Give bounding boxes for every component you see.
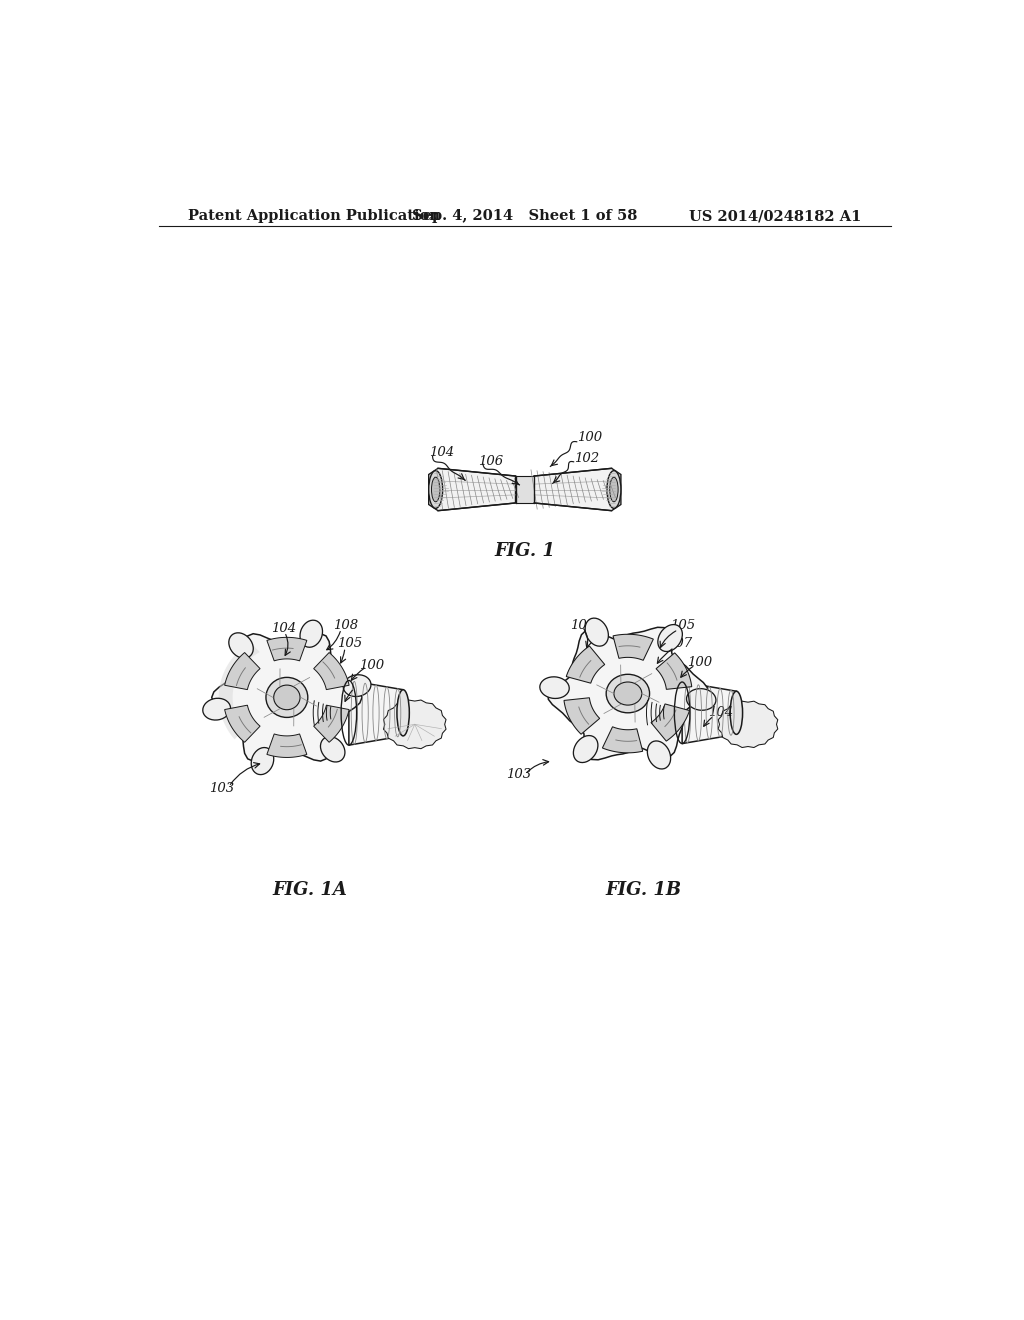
Text: 106: 106: [478, 454, 504, 467]
Text: 105: 105: [671, 619, 695, 632]
Polygon shape: [349, 681, 403, 744]
Polygon shape: [313, 705, 349, 742]
Polygon shape: [267, 734, 307, 758]
Ellipse shape: [429, 471, 442, 508]
Ellipse shape: [431, 478, 440, 502]
Ellipse shape: [609, 478, 618, 502]
Text: 103: 103: [209, 781, 234, 795]
Ellipse shape: [614, 682, 642, 705]
Text: US 2014/0248182 A1: US 2014/0248182 A1: [689, 209, 861, 223]
Text: Sep. 4, 2014   Sheet 1 of 58: Sep. 4, 2014 Sheet 1 of 58: [412, 209, 638, 223]
Ellipse shape: [203, 698, 230, 719]
Text: 105: 105: [337, 638, 362, 649]
Ellipse shape: [251, 747, 273, 775]
Polygon shape: [219, 643, 260, 739]
Ellipse shape: [647, 741, 671, 770]
Text: 102: 102: [573, 453, 599, 465]
Polygon shape: [429, 469, 515, 511]
Polygon shape: [383, 700, 446, 748]
Polygon shape: [682, 682, 736, 743]
Text: 107: 107: [667, 638, 692, 649]
Text: 102: 102: [569, 619, 595, 632]
Polygon shape: [566, 645, 605, 684]
Ellipse shape: [343, 675, 371, 697]
Ellipse shape: [397, 689, 410, 737]
Ellipse shape: [657, 624, 682, 652]
Polygon shape: [718, 701, 778, 747]
Text: 100: 100: [687, 656, 713, 669]
Text: 104: 104: [429, 446, 454, 459]
Polygon shape: [212, 634, 362, 762]
Ellipse shape: [273, 685, 300, 710]
Ellipse shape: [573, 735, 598, 763]
Ellipse shape: [606, 675, 649, 713]
Text: FIG. 1A: FIG. 1A: [272, 880, 347, 899]
Polygon shape: [602, 727, 643, 752]
Polygon shape: [548, 627, 708, 760]
Text: FIG. 1B: FIG. 1B: [605, 880, 681, 899]
Polygon shape: [535, 469, 621, 511]
Text: 100: 100: [359, 659, 384, 672]
Ellipse shape: [607, 471, 621, 508]
Ellipse shape: [540, 677, 569, 698]
Polygon shape: [564, 698, 600, 734]
Ellipse shape: [686, 689, 716, 710]
Text: 104: 104: [708, 706, 733, 719]
Ellipse shape: [321, 737, 345, 762]
Polygon shape: [515, 477, 535, 503]
Ellipse shape: [266, 677, 308, 718]
Text: FIG. 1: FIG. 1: [495, 543, 555, 560]
Polygon shape: [313, 652, 349, 689]
Ellipse shape: [228, 632, 253, 659]
Polygon shape: [224, 652, 260, 689]
Ellipse shape: [585, 618, 608, 647]
Polygon shape: [613, 635, 653, 660]
Text: 108: 108: [334, 619, 358, 631]
Text: 104: 104: [271, 622, 297, 635]
Text: Patent Application Publication: Patent Application Publication: [188, 209, 440, 223]
Polygon shape: [224, 705, 260, 742]
Ellipse shape: [730, 692, 742, 734]
Text: 100: 100: [577, 432, 602, 445]
Polygon shape: [651, 704, 689, 741]
Ellipse shape: [300, 620, 323, 647]
Text: 102: 102: [346, 680, 372, 693]
Polygon shape: [656, 653, 692, 689]
Text: 103: 103: [506, 768, 531, 781]
Polygon shape: [267, 638, 307, 661]
